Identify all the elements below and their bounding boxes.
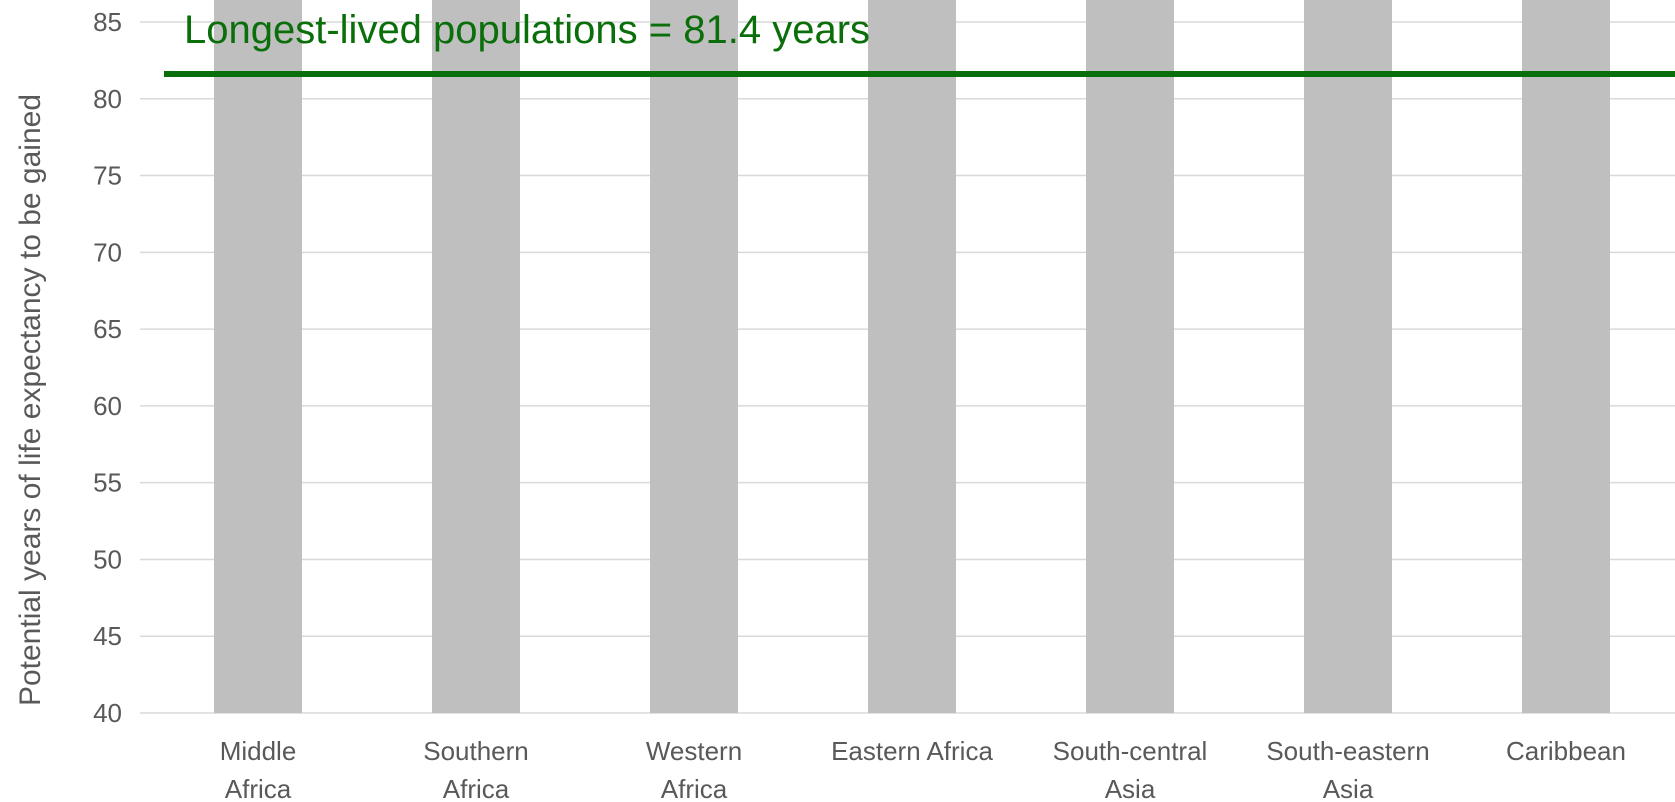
category-label: Southern Africa xyxy=(423,736,529,802)
category-labels: Middle Africa Southern Africa Western Africa E… xyxy=(220,736,1626,802)
category-label: Western Africa xyxy=(646,736,742,802)
y-tick-label: 65 xyxy=(93,314,122,344)
bar-segment-1 xyxy=(432,0,520,713)
y-tick-label: 40 xyxy=(93,698,122,728)
y-tick-label: 70 xyxy=(93,237,122,267)
category-label: South-eastern Asia xyxy=(1266,736,1429,802)
bar-segment-1 xyxy=(1304,0,1392,713)
y-axis-label: Potential years of life expectancy to be… xyxy=(14,94,47,706)
bar-segment-1 xyxy=(868,0,956,713)
reference-line-label: Longest-lived populations = 81.4 years xyxy=(184,8,870,52)
y-tick-label: 85 xyxy=(93,7,122,37)
y-axis-ticks: 40 45 50 55 60 65 70 75 80 85 xyxy=(93,7,122,728)
y-tick-label: 75 xyxy=(93,161,122,191)
bar-segment-1 xyxy=(1086,0,1174,714)
category-label: Caribbean xyxy=(1506,736,1626,766)
bar-segment-1 xyxy=(1522,0,1610,713)
y-tick-label: 60 xyxy=(93,391,122,421)
bar-segment-1 xyxy=(650,0,738,714)
category-label: South-central Asia xyxy=(1053,736,1208,802)
category-label: Eastern Africa xyxy=(831,736,993,766)
y-tick-label: 80 xyxy=(93,84,122,114)
bars xyxy=(214,0,1610,714)
bar-segment-1 xyxy=(214,0,302,714)
y-tick-label: 45 xyxy=(93,621,122,651)
y-tick-label: 55 xyxy=(93,468,122,498)
y-tick-label: 50 xyxy=(93,544,122,574)
category-label: Middle Africa xyxy=(220,736,297,802)
